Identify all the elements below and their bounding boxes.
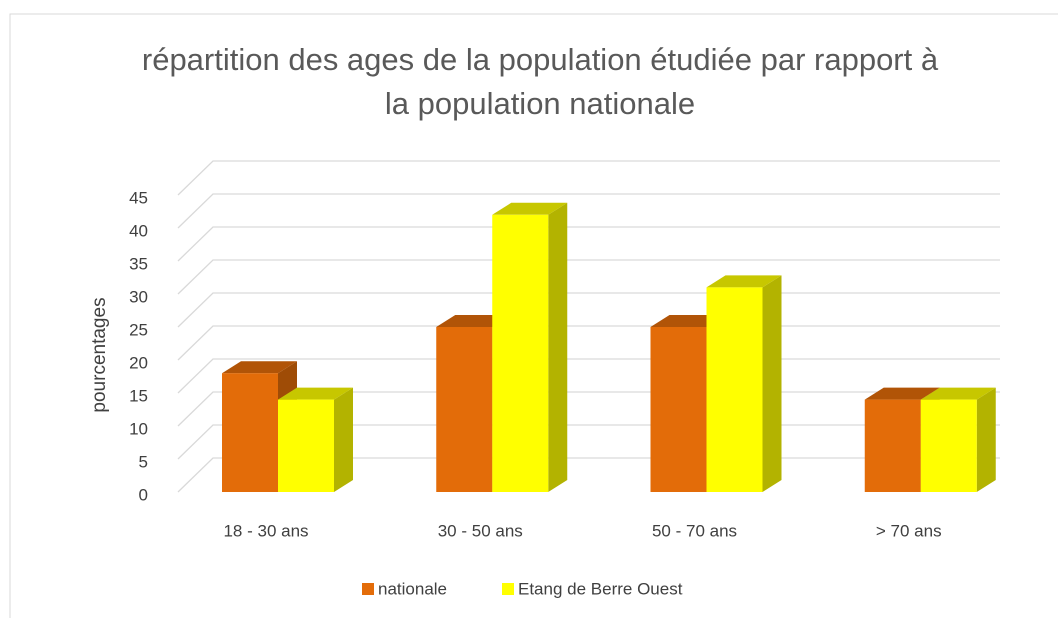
bar — [222, 373, 278, 492]
legend-label: nationale — [378, 579, 447, 598]
bar — [706, 287, 763, 492]
bar — [436, 327, 493, 492]
x-tick-label: 18 - 30 ans — [223, 521, 308, 540]
bar — [278, 399, 334, 492]
bar-top — [278, 387, 353, 400]
grid-line — [177, 259, 1000, 295]
y-tick-label: 0 — [139, 485, 148, 504]
y-tick-label: 30 — [129, 287, 148, 306]
x-tick-label: > 70 ans — [876, 521, 942, 540]
bar-top — [920, 387, 996, 400]
grid-line — [177, 292, 1000, 328]
bar-side — [334, 387, 353, 492]
grid-line — [177, 325, 1000, 361]
x-tick-label: 30 - 50 ans — [438, 521, 523, 540]
y-axis-label: pourcentages — [89, 297, 110, 412]
legend-swatch — [362, 583, 374, 595]
bar — [864, 399, 921, 492]
y-tick-label: 5 — [139, 452, 148, 471]
chart-title: répartition des ages de la population ét… — [141, 42, 939, 121]
legend-swatch — [502, 583, 514, 595]
bar-top — [492, 202, 568, 215]
bar — [920, 399, 977, 492]
bar — [492, 214, 549, 493]
y-tick-label: 20 — [129, 353, 148, 372]
bar-top — [864, 387, 940, 400]
grid-line — [177, 160, 1000, 196]
bar-top — [222, 361, 297, 374]
x-tick-label: 50 - 70 ans — [652, 521, 737, 540]
grid-line — [177, 193, 1000, 229]
y-tick-label: 40 — [129, 221, 148, 240]
y-tick-label: 45 — [129, 188, 148, 207]
bar — [650, 327, 707, 492]
legend-label: Etang de Berre Ouest — [518, 579, 683, 598]
grid-line — [177, 226, 1000, 262]
chart-border — [9, 13, 1058, 618]
y-tick-label: 25 — [129, 320, 148, 339]
y-tick-label: 10 — [129, 419, 148, 438]
bar-side — [548, 202, 568, 493]
bar-top — [706, 275, 782, 288]
y-tick-label: 35 — [129, 254, 148, 273]
bar-side — [762, 275, 782, 492]
bar-side — [976, 387, 996, 492]
y-tick-label: 15 — [129, 386, 148, 405]
